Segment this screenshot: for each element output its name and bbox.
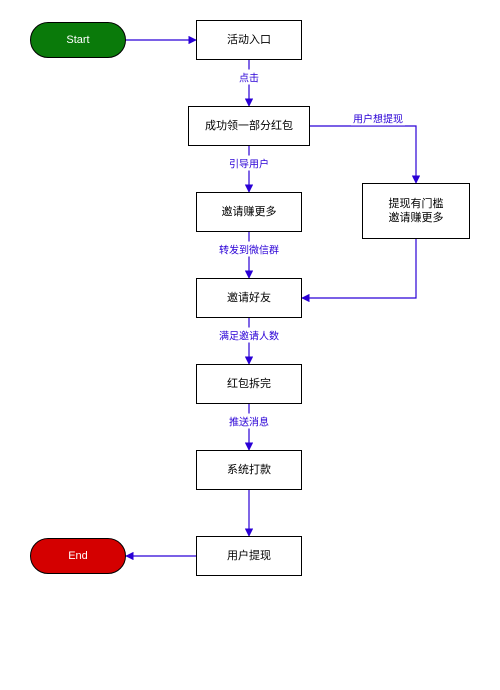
edge-label-e_n5_n6: 满足邀请人数: [217, 328, 281, 343]
edges-layer: [0, 0, 500, 690]
node-label-start: Start: [66, 33, 89, 47]
node-n8: 用户提现: [196, 536, 302, 576]
node-label-n8: 用户提现: [227, 549, 271, 563]
node-n4: 提现有门槛 邀请赚更多: [362, 183, 470, 239]
node-n6: 红包拆完: [196, 364, 302, 404]
node-n2: 成功领一部分红包: [188, 106, 310, 146]
node-label-n6: 红包拆完: [227, 377, 271, 391]
node-n5: 邀请好友: [196, 278, 302, 318]
node-label-n4: 提现有门槛 邀请赚更多: [389, 197, 444, 226]
edge-label-e_n6_n7: 推送消息: [227, 414, 271, 429]
node-n1: 活动入口: [196, 20, 302, 60]
edge-label-e_n1_n2: 点击: [237, 70, 261, 85]
node-label-n5: 邀请好友: [227, 291, 271, 305]
edge-label-e_n3_n5: 转发到微信群: [217, 242, 281, 257]
node-label-end: End: [68, 549, 88, 563]
node-n3: 邀请赚更多: [196, 192, 302, 232]
flowchart-canvas: Start 活动入口成功领一部分红包邀请赚更多 提现有门槛 邀请赚更多邀请好友红包拆…: [0, 0, 500, 690]
edge-e_n4_n5: [302, 239, 416, 298]
edge-label-e_n2_n3: 引导用户: [227, 156, 271, 171]
node-label-n1: 活动入口: [227, 33, 271, 47]
node-label-n2: 成功领一部分红包: [205, 119, 293, 133]
node-label-n7: 系统打款: [227, 463, 271, 477]
node-start: Start: [30, 22, 126, 58]
node-end: End: [30, 538, 126, 574]
edge-label-e_n2_n4: 用户想提现: [351, 111, 405, 126]
node-label-n3: 邀请赚更多: [222, 205, 277, 219]
node-n7: 系统打款: [196, 450, 302, 490]
edge-e_n2_n4: [310, 126, 416, 183]
